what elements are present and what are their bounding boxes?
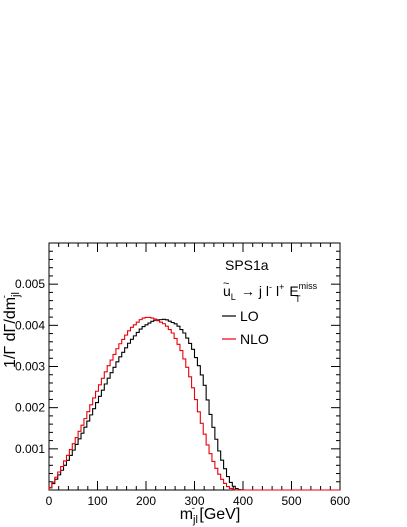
y-axis-title: 1/Γ dΓ/dmjl- (0, 292, 22, 368)
legend-label-nlo: NLO (240, 331, 269, 347)
x-tick-label: 400 (233, 494, 253, 508)
plot-frame (48, 242, 341, 491)
series-layer (48, 316, 340, 491)
series-nlo-line (48, 316, 340, 491)
x-tick-label: 300 (184, 494, 204, 508)
x-tick-label: 500 (281, 494, 301, 508)
x-tick-label: 200 (136, 494, 156, 508)
y-tick-label: 0.002 (15, 401, 45, 415)
x-tick-label: 100 (87, 494, 107, 508)
y-tick-label: 0.004 (15, 318, 45, 332)
legend-label-lo: LO (240, 308, 259, 324)
squark-tilde: ~ (223, 278, 229, 290)
y-tick-label: 0.001 (15, 442, 45, 456)
benchmark-label: SPS1a (225, 257, 269, 273)
y-tick-label: 0.003 (15, 360, 45, 374)
tick-marks (48, 243, 341, 490)
process-label: uL → j l-l+ Emiss T (223, 281, 318, 304)
x-axis-title: mjl- [GeV] (180, 503, 241, 526)
x-tick-label: 0 (46, 494, 53, 508)
tick-labels: 0 100 200 300 400 500 600 0.001 0.002 0.003 0.004 0… (15, 277, 350, 508)
x-tick-label: 600 (330, 494, 350, 508)
y-tick-label: 0.005 (15, 277, 45, 291)
